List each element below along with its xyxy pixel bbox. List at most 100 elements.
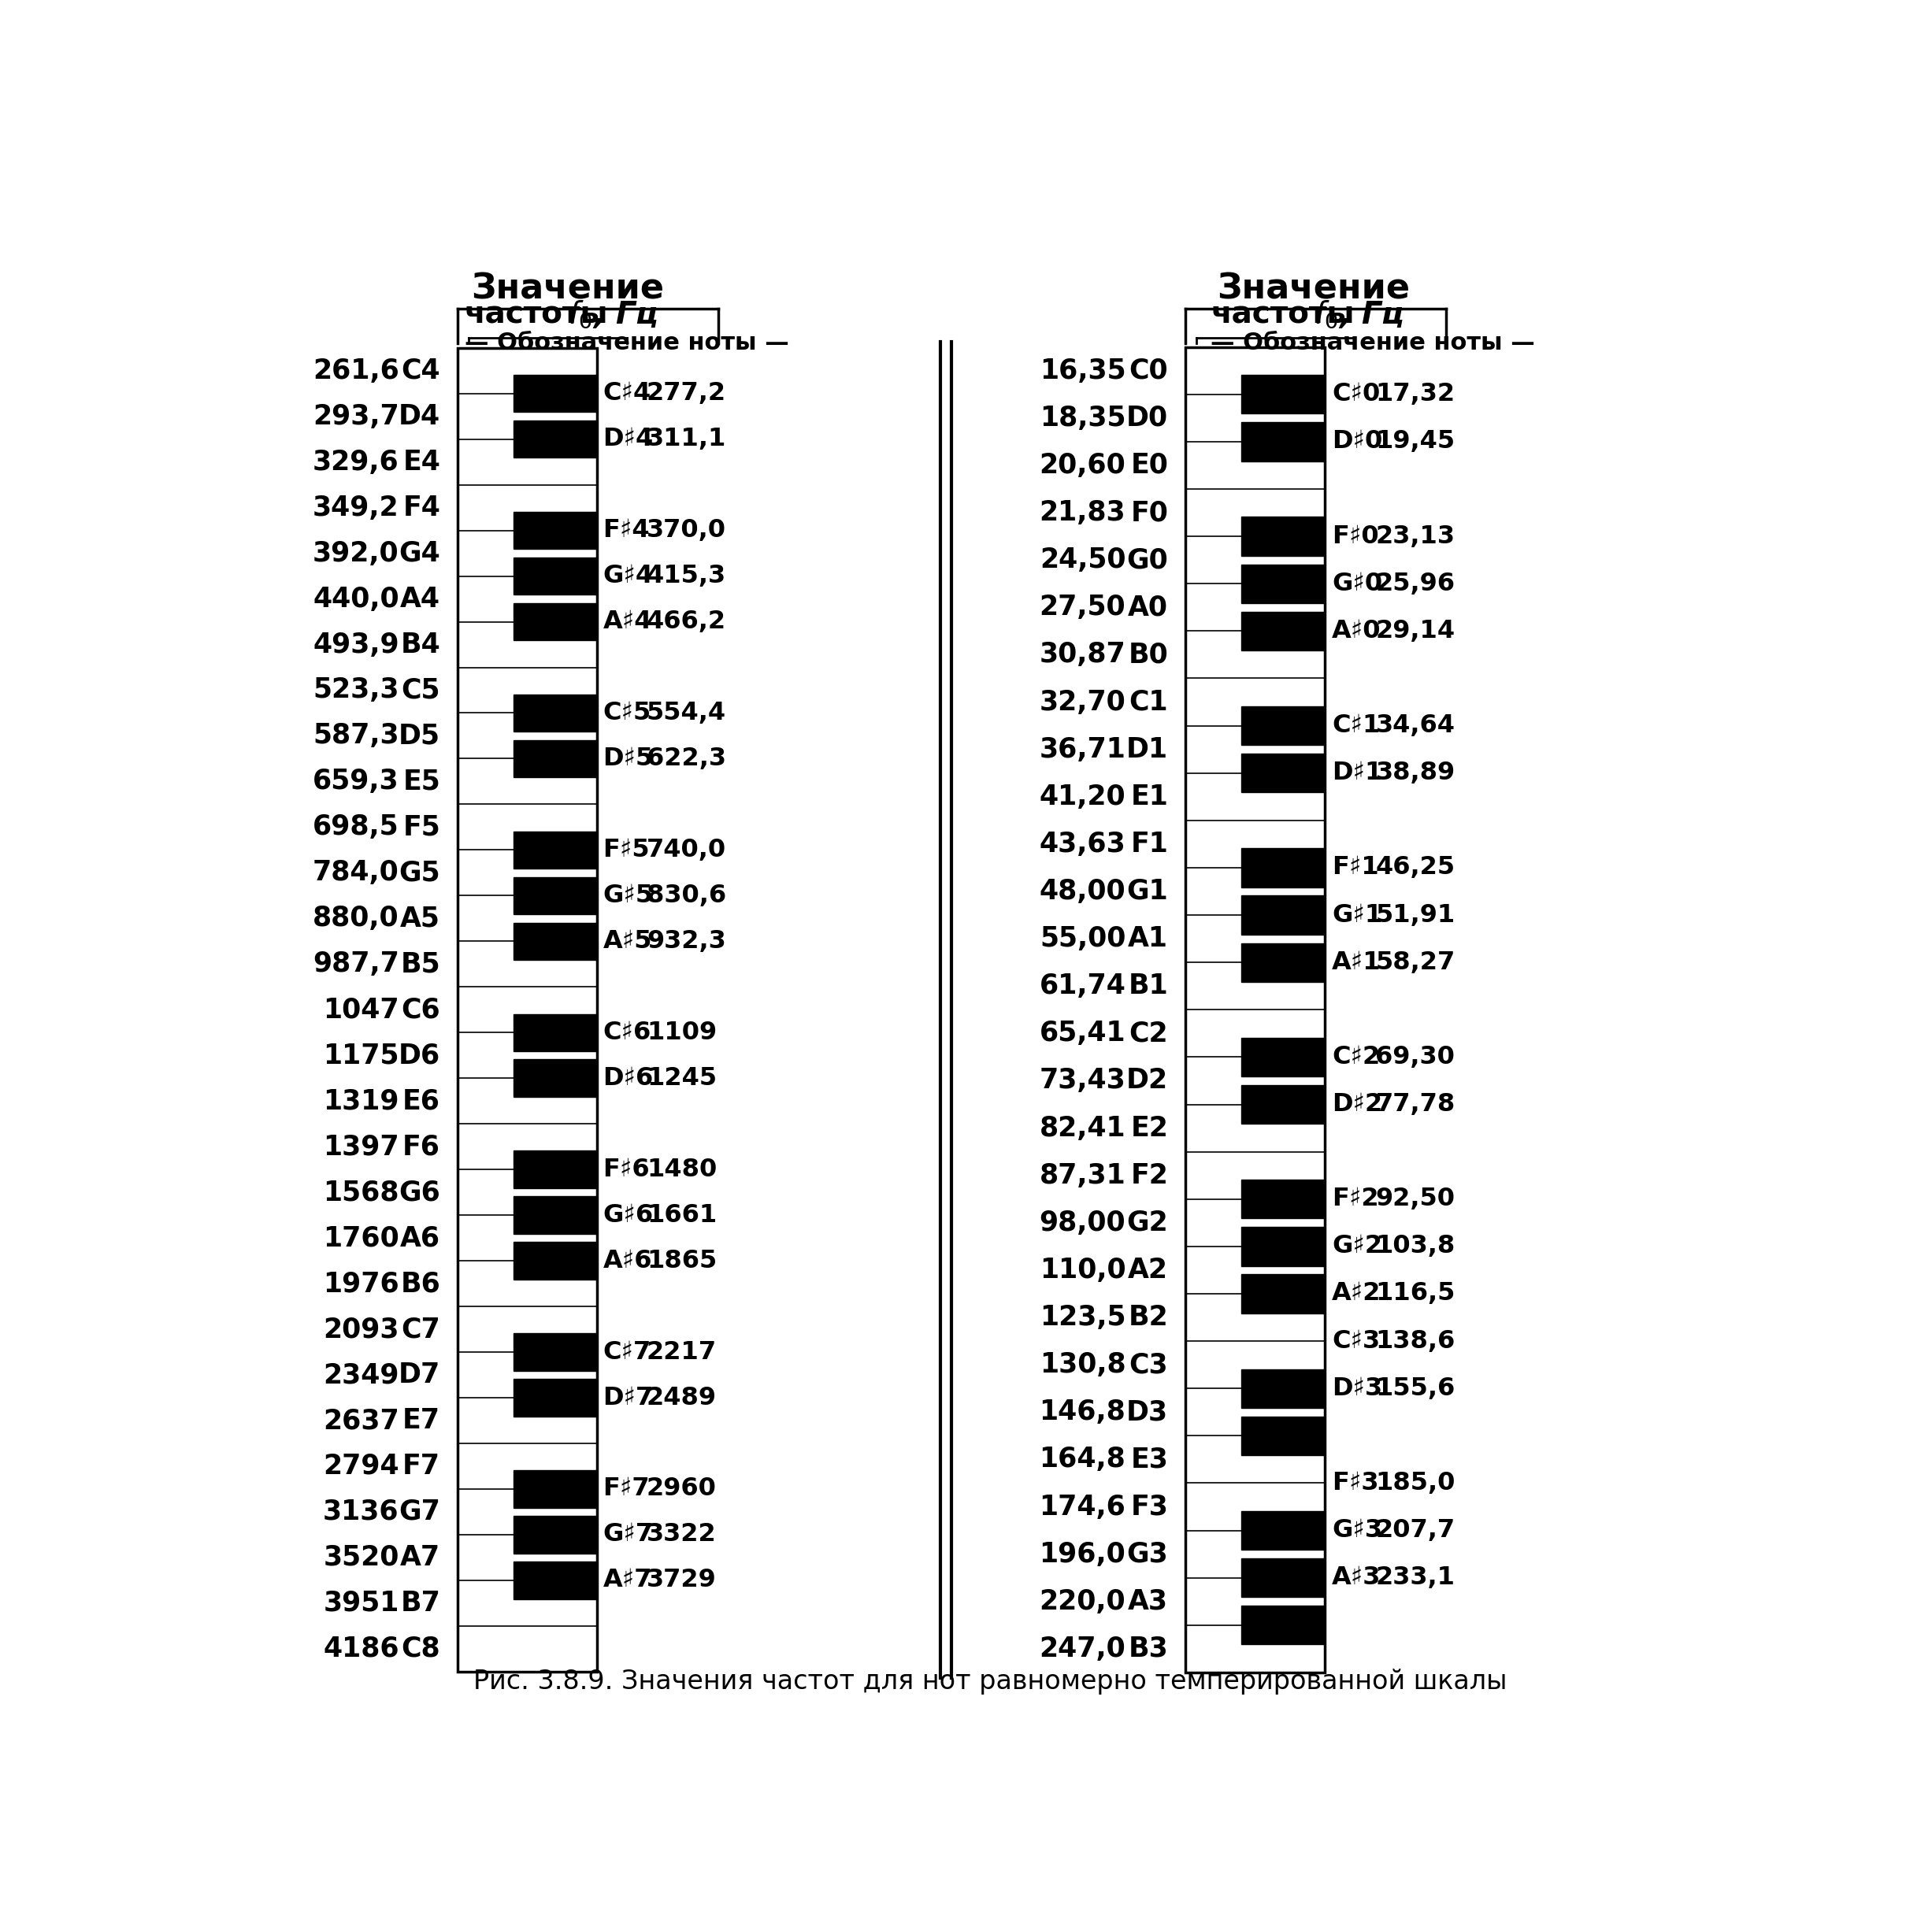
Text: F6: F6 xyxy=(402,1134,440,1161)
Text: 65,41: 65,41 xyxy=(1039,1021,1126,1046)
Bar xyxy=(514,420,597,459)
Bar xyxy=(514,877,597,913)
Text: 98,00: 98,00 xyxy=(1039,1209,1126,1236)
Text: 293,7: 293,7 xyxy=(313,403,400,430)
Text: D♯5: D♯5 xyxy=(603,746,653,771)
Text: $f_0$, Гц: $f_0$, Гц xyxy=(568,299,657,330)
Text: 370,0: 370,0 xyxy=(647,518,726,543)
Text: 38,89: 38,89 xyxy=(1376,760,1455,785)
Text: G1: G1 xyxy=(1126,879,1169,904)
Text: 1480: 1480 xyxy=(647,1157,717,1182)
Text: 2960: 2960 xyxy=(647,1478,717,1501)
Text: 21,83: 21,83 xyxy=(1039,499,1126,526)
Text: C6: C6 xyxy=(402,996,440,1023)
Text: 92,50: 92,50 xyxy=(1376,1186,1455,1211)
Text: 77,78: 77,78 xyxy=(1376,1092,1455,1117)
Text: 196,0: 196,0 xyxy=(1039,1541,1126,1568)
Bar xyxy=(514,831,597,869)
Text: A4: A4 xyxy=(400,585,440,612)
Text: A♯0: A♯0 xyxy=(1331,618,1381,643)
Bar xyxy=(514,1059,597,1098)
Text: B0: B0 xyxy=(1128,641,1169,668)
Bar xyxy=(1240,1558,1325,1597)
Text: 523,3: 523,3 xyxy=(313,677,400,704)
Text: 311,1: 311,1 xyxy=(647,426,726,451)
Text: A6: A6 xyxy=(400,1224,440,1251)
Text: 1661: 1661 xyxy=(647,1203,717,1228)
Text: 174,6: 174,6 xyxy=(1039,1493,1126,1520)
Text: 155,6: 155,6 xyxy=(1376,1376,1455,1401)
Text: 554,4: 554,4 xyxy=(647,700,726,725)
Text: частоты: частоты xyxy=(466,299,609,330)
Text: F♯3: F♯3 xyxy=(1331,1470,1379,1495)
Text: 1568: 1568 xyxy=(323,1178,400,1205)
Text: E7: E7 xyxy=(402,1407,440,1433)
Text: 30,87: 30,87 xyxy=(1039,641,1126,668)
Text: A5: A5 xyxy=(400,906,440,933)
Text: D7: D7 xyxy=(398,1361,440,1387)
Text: 3322: 3322 xyxy=(647,1522,717,1547)
Text: 1245: 1245 xyxy=(647,1065,717,1090)
Text: 3136: 3136 xyxy=(323,1499,400,1526)
Text: 1397: 1397 xyxy=(323,1134,400,1161)
Text: F3: F3 xyxy=(1130,1493,1169,1520)
Text: G3: G3 xyxy=(1126,1541,1169,1568)
Text: 48,00: 48,00 xyxy=(1039,879,1126,904)
Text: 73,43: 73,43 xyxy=(1039,1067,1126,1094)
Text: G7: G7 xyxy=(398,1499,440,1526)
Text: D1: D1 xyxy=(1126,737,1169,762)
Bar xyxy=(1240,612,1325,651)
Text: 1319: 1319 xyxy=(323,1088,400,1115)
Text: G2: G2 xyxy=(1126,1209,1169,1236)
Bar xyxy=(1240,564,1325,603)
Text: F♯6: F♯6 xyxy=(603,1157,649,1182)
Text: 24,50: 24,50 xyxy=(1039,547,1126,574)
Text: G♯5: G♯5 xyxy=(603,883,653,908)
Text: 880,0: 880,0 xyxy=(313,906,400,933)
Text: D♯1: D♯1 xyxy=(1331,760,1383,785)
Bar xyxy=(1240,1226,1325,1267)
Text: F♯7: F♯7 xyxy=(603,1478,649,1501)
Text: G6: G6 xyxy=(398,1178,440,1205)
Text: 146,8: 146,8 xyxy=(1039,1399,1126,1426)
Text: 25,96: 25,96 xyxy=(1376,572,1455,597)
Bar xyxy=(1240,422,1325,461)
Text: 18,35: 18,35 xyxy=(1039,405,1126,432)
Text: B1: B1 xyxy=(1128,973,1169,1000)
Text: A2: A2 xyxy=(1128,1257,1169,1284)
Text: F7: F7 xyxy=(402,1453,440,1480)
Text: C1: C1 xyxy=(1128,689,1169,716)
Bar xyxy=(514,923,597,960)
Text: 1865: 1865 xyxy=(647,1249,717,1272)
Text: A♯7: A♯7 xyxy=(603,1568,653,1593)
Text: D3: D3 xyxy=(1126,1399,1169,1426)
Text: $f_0$, Гц: $f_0$, Гц xyxy=(1314,299,1403,330)
Text: A0: A0 xyxy=(1128,595,1169,620)
Text: E5: E5 xyxy=(402,768,440,794)
Text: D♯2: D♯2 xyxy=(1331,1092,1383,1117)
Text: F♯4: F♯4 xyxy=(603,518,649,543)
Text: 466,2: 466,2 xyxy=(647,610,726,633)
Text: F0: F0 xyxy=(1130,499,1169,526)
Text: D♯0: D♯0 xyxy=(1331,430,1383,455)
Text: 932,3: 932,3 xyxy=(647,929,726,954)
Text: F4: F4 xyxy=(402,495,440,520)
Bar xyxy=(514,1562,597,1599)
Text: 2093: 2093 xyxy=(323,1316,400,1343)
Text: 29,14: 29,14 xyxy=(1376,618,1455,643)
Text: 61,74: 61,74 xyxy=(1039,973,1126,1000)
Text: D0: D0 xyxy=(1126,405,1169,432)
Text: G♯0: G♯0 xyxy=(1331,572,1383,597)
Text: 36,71: 36,71 xyxy=(1039,737,1126,762)
Bar xyxy=(1240,1606,1325,1645)
Text: 2349: 2349 xyxy=(323,1361,400,1387)
Text: C2: C2 xyxy=(1128,1021,1169,1046)
Text: D♯7: D♯7 xyxy=(603,1386,653,1410)
Text: D5: D5 xyxy=(398,722,440,748)
Bar xyxy=(1240,1084,1325,1125)
Bar xyxy=(1240,374,1325,415)
Bar xyxy=(514,1151,597,1188)
Text: — Обозначение ноты —: — Обозначение ноты — xyxy=(1211,332,1534,353)
Text: 1047: 1047 xyxy=(323,996,400,1023)
Text: 16,35: 16,35 xyxy=(1039,357,1126,384)
